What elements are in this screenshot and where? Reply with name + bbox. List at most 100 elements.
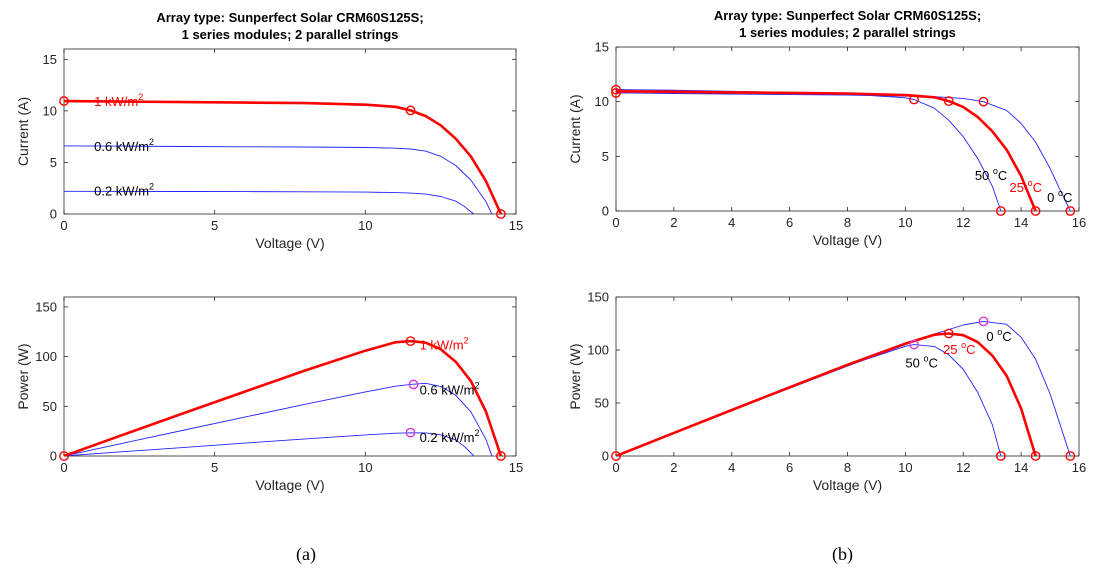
data-point-marker-1 [909, 339, 919, 350]
y-tick-label: 5 [602, 149, 609, 164]
x-tick-label: 8 [844, 215, 851, 230]
axes-frame [615, 296, 1080, 457]
series-line-2 [64, 190, 475, 214]
x-axis-label: Voltage (V) [255, 235, 324, 251]
annotation-label-2: 0.2 kW/m2 [94, 181, 154, 198]
data-point-marker-0 [59, 451, 69, 461]
series-line-2 [64, 432, 475, 456]
annotation-label-2: 0 oC [1047, 188, 1072, 205]
chart-subtitle: 1 series modules; 2 parallel strings [182, 27, 399, 42]
annotation-label-1: 25 oC [1010, 178, 1042, 195]
y-tick-label: 50 [595, 396, 609, 411]
x-tick-label: 14 [1014, 460, 1028, 475]
y-tick-label: 100 [587, 343, 609, 358]
series-line-1 [64, 145, 493, 214]
chart-0: Array type: Sunperfect Solar CRM60S125S;… [15, 10, 523, 251]
x-tick-label: 2 [670, 460, 677, 475]
annotation-label-0: 1 kW/m2 [94, 92, 143, 109]
x-tick-label: 10 [898, 215, 912, 230]
data-point-marker-2 [496, 451, 506, 461]
data-point-marker-1 [611, 88, 621, 98]
x-tick-label: 16 [1072, 460, 1086, 475]
annotation-label-0: 1 kW/m2 [420, 336, 469, 353]
x-tick-label: 15 [509, 218, 523, 233]
data-point-marker-5 [995, 206, 1006, 216]
annotation-label-1: 0.6 kW/m2 [94, 137, 154, 154]
y-tick-label: 0 [50, 449, 57, 464]
x-axis-label: Voltage (V) [255, 477, 324, 493]
chart-2: Array type: Sunperfect Solar CRM60S125S;… [567, 8, 1086, 248]
data-point-marker-6 [1065, 451, 1076, 461]
x-tick-label: 5 [211, 218, 218, 233]
series-line-0 [616, 90, 1037, 211]
data-point-marker-2 [943, 328, 954, 339]
data-point-marker-4 [995, 451, 1006, 461]
annotation-label-0: 0 oC [986, 327, 1011, 344]
x-tick-label: 5 [211, 460, 218, 475]
y-tick-label: 150 [587, 290, 609, 305]
data-point-marker-4 [978, 96, 989, 107]
series-line-2 [616, 92, 1071, 211]
y-axis-label: Current (A) [567, 94, 583, 163]
x-tick-label: 14 [1014, 215, 1028, 230]
data-point-marker-5 [1030, 451, 1041, 461]
x-tick-label: 4 [728, 215, 735, 230]
chart-subtitle: 1 series modules; 2 parallel strings [739, 25, 956, 40]
y-tick-label: 150 [35, 299, 57, 314]
x-tick-label: 0 [60, 460, 67, 475]
x-tick-label: 0 [612, 215, 619, 230]
series-line-0 [616, 332, 1037, 456]
y-tick-label: 15 [595, 40, 609, 55]
x-tick-label: 15 [509, 460, 523, 475]
y-tick-label: 0 [602, 204, 609, 219]
chart-title: Array type: Sunperfect Solar CRM60S125S; [714, 8, 981, 23]
y-tick-label: 50 [43, 399, 57, 414]
x-tick-label: 10 [898, 460, 912, 475]
data-point-marker-4 [405, 427, 416, 438]
x-tick-label: 0 [60, 218, 67, 233]
series-line-1 [616, 89, 1002, 211]
y-tick-label: 100 [35, 349, 57, 364]
data-point-marker-6 [1030, 206, 1041, 216]
series-line-0 [64, 99, 503, 214]
y-axis-label: Power (W) [15, 343, 31, 409]
x-tick-label: 10 [358, 460, 372, 475]
data-point-marker-3 [978, 316, 989, 327]
data-point-marker-1 [405, 336, 416, 347]
y-axis-label: Power (W) [567, 343, 583, 409]
y-tick-label: 0 [602, 449, 609, 464]
data-point-marker-2 [496, 209, 506, 219]
x-tick-label: 6 [786, 460, 793, 475]
x-tick-label: 2 [670, 215, 677, 230]
chart-3: 0 2 4 6 8 10 12 14 16 0 50 100 150 Voltage (V) Power (… [567, 290, 1086, 494]
x-tick-label: 16 [1072, 215, 1086, 230]
x-tick-label: 0 [612, 460, 619, 475]
annotation-label-2: 50 oC [905, 354, 937, 371]
y-tick-label: 0 [50, 207, 57, 222]
y-tick-label: 10 [595, 94, 609, 109]
chart-title: Array type: Sunperfect Solar CRM60S125S; [156, 10, 423, 25]
series-line-0 [64, 339, 503, 456]
annotation-label-1: 0.6 kW/m2 [420, 380, 480, 397]
caption-b: (b) [832, 544, 853, 564]
annotation-label-2: 0.2 kW/m2 [420, 428, 480, 445]
series-line-1 [616, 344, 1002, 456]
caption-a: (a) [296, 544, 316, 564]
y-tick-label: 5 [50, 155, 57, 170]
x-tick-label: 12 [956, 215, 970, 230]
data-point-marker-2 [909, 94, 919, 105]
data-point-marker-0 [611, 451, 621, 461]
x-tick-label: 12 [956, 460, 970, 475]
x-tick-label: 6 [786, 215, 793, 230]
data-point-marker-1 [405, 105, 416, 116]
data-point-marker-7 [1065, 206, 1076, 216]
y-tick-label: 10 [43, 103, 57, 118]
annotation-label-1: 25 oC [943, 340, 975, 357]
data-point-marker-3 [943, 96, 954, 107]
x-tick-label: 8 [844, 460, 851, 475]
x-tick-label: 4 [728, 460, 735, 475]
data-point-marker-0 [611, 84, 621, 95]
x-axis-label: Voltage (V) [813, 477, 882, 493]
axes-frame [63, 296, 517, 457]
